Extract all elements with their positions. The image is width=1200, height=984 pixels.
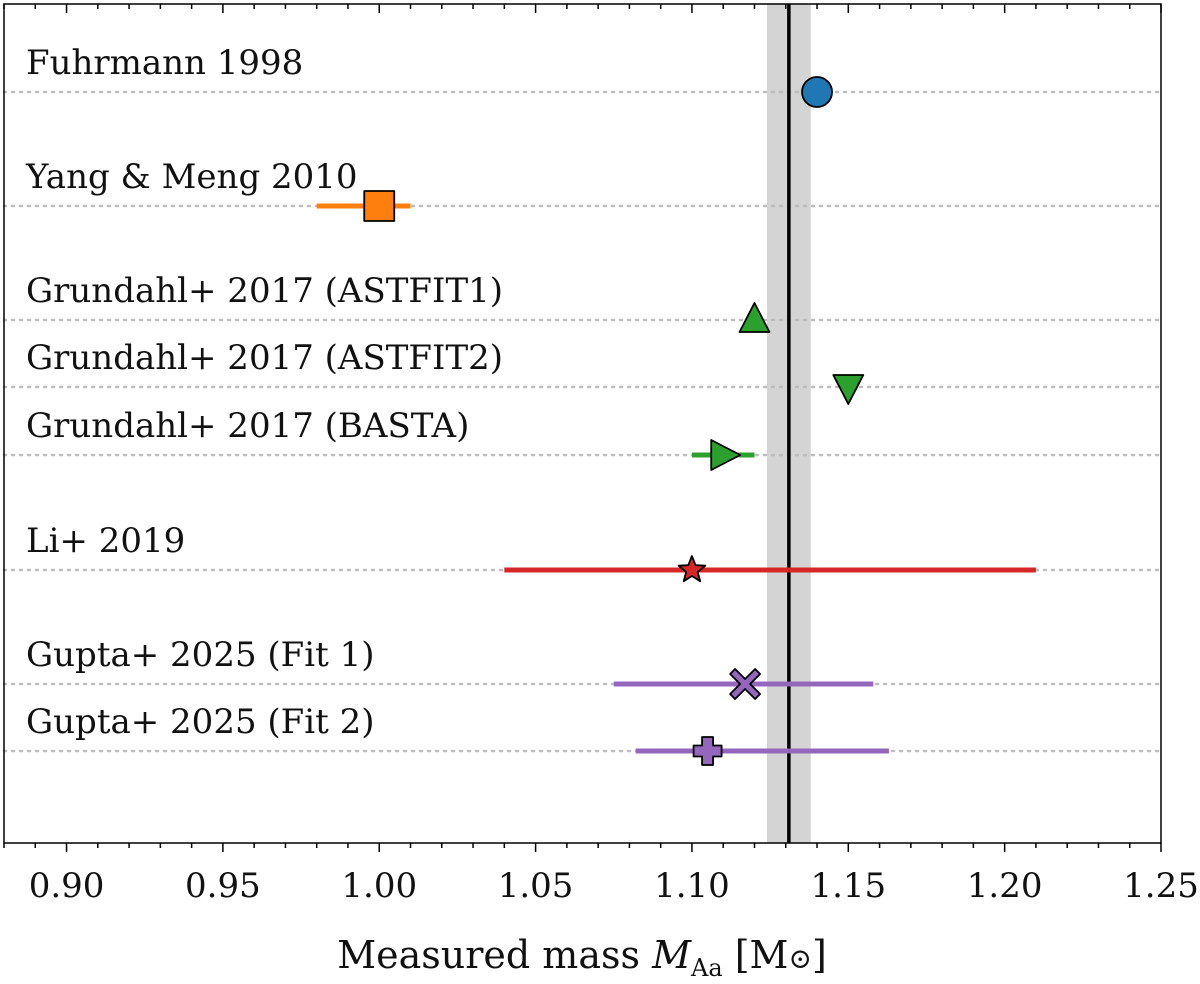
data-point <box>832 374 865 405</box>
x-tick-label: 1.00 <box>341 866 417 906</box>
entry-label: Grundahl+ 2017 (ASTFIT2) <box>26 338 503 378</box>
data-point <box>729 668 762 700</box>
x-tick-label: 1.20 <box>967 866 1043 906</box>
entry-label: Gupta+ 2025 (Fit 2) <box>26 702 374 742</box>
entry-label: Li+ 2019 <box>26 521 185 561</box>
data-point <box>677 555 707 583</box>
x-tick-label: 0.95 <box>185 866 261 906</box>
entry-label: Fuhrmann 1998 <box>26 43 303 83</box>
data-point <box>692 736 723 766</box>
x-axis-label: Measured mass MAa [M⊙] <box>337 933 827 982</box>
plot-area: Fuhrmann 1998 Yang & Meng 2010 Grundahl+ 2… <box>2 4 1163 843</box>
x-axis-ticks: 0.90 0.95 1.00 1.05 1.10 1.15 1.20 1.25 <box>3 4 1199 906</box>
plot-frame <box>3 3 1162 844</box>
x-tick-label: 1.15 <box>810 866 886 906</box>
data-point <box>363 190 396 222</box>
x-tick-label: 1.25 <box>1123 866 1199 906</box>
x-tick-label: 1.10 <box>654 866 730 906</box>
data-point <box>738 302 771 333</box>
data-point <box>801 76 833 108</box>
entry-label: Grundahl+ 2017 (ASTFIT1) <box>26 271 503 311</box>
entry-label: Gupta+ 2025 (Fit 1) <box>26 635 374 675</box>
entry-label: Grundahl+ 2017 (BASTA) <box>26 406 469 446</box>
entry-label: Yang & Meng 2010 <box>25 157 358 197</box>
x-tick-label: 1.05 <box>498 866 574 906</box>
data-point <box>710 439 742 471</box>
x-tick-label: 0.90 <box>29 866 105 906</box>
